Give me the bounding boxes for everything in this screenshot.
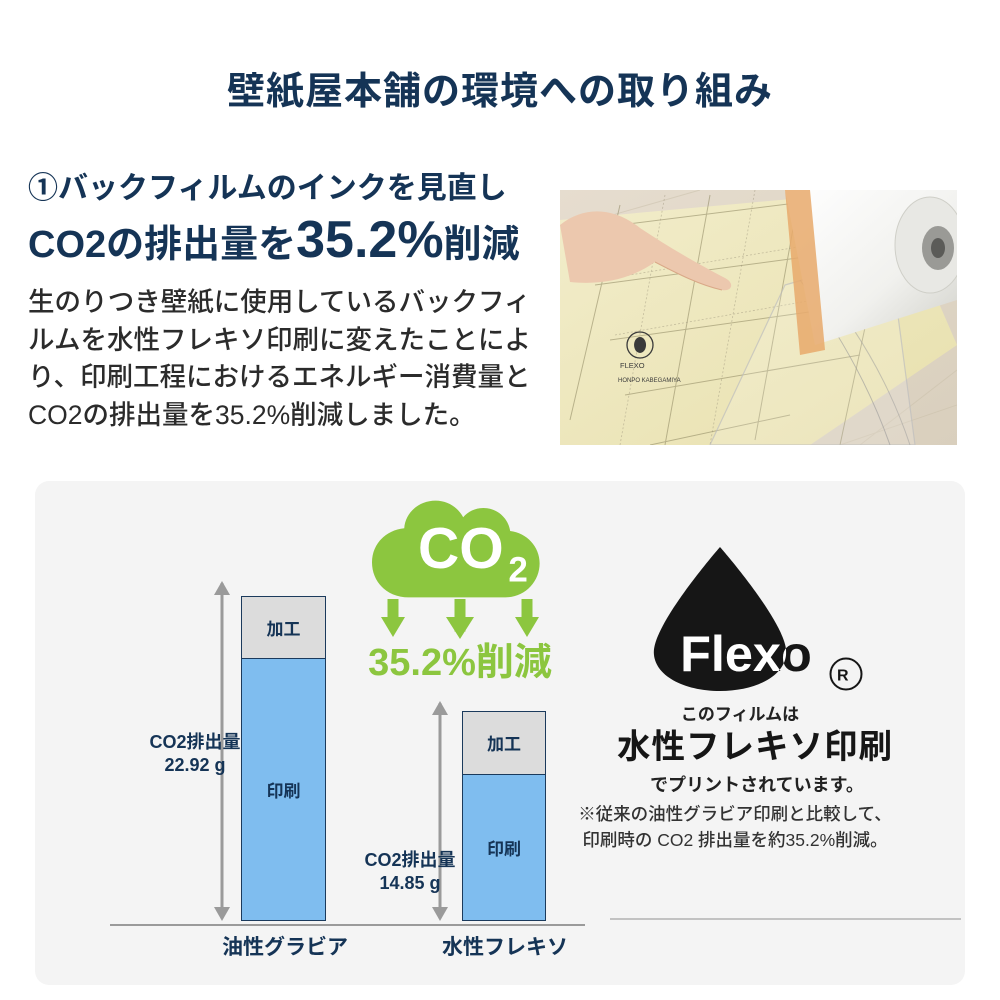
svg-text:FLEXO: FLEXO [620,361,645,370]
svg-text:CO: CO [418,517,504,581]
svg-text:HONPO KABEGAMIYA: HONPO KABEGAMIYA [618,378,681,384]
svg-text:2: 2 [508,551,527,590]
svg-text:R: R [837,668,849,685]
